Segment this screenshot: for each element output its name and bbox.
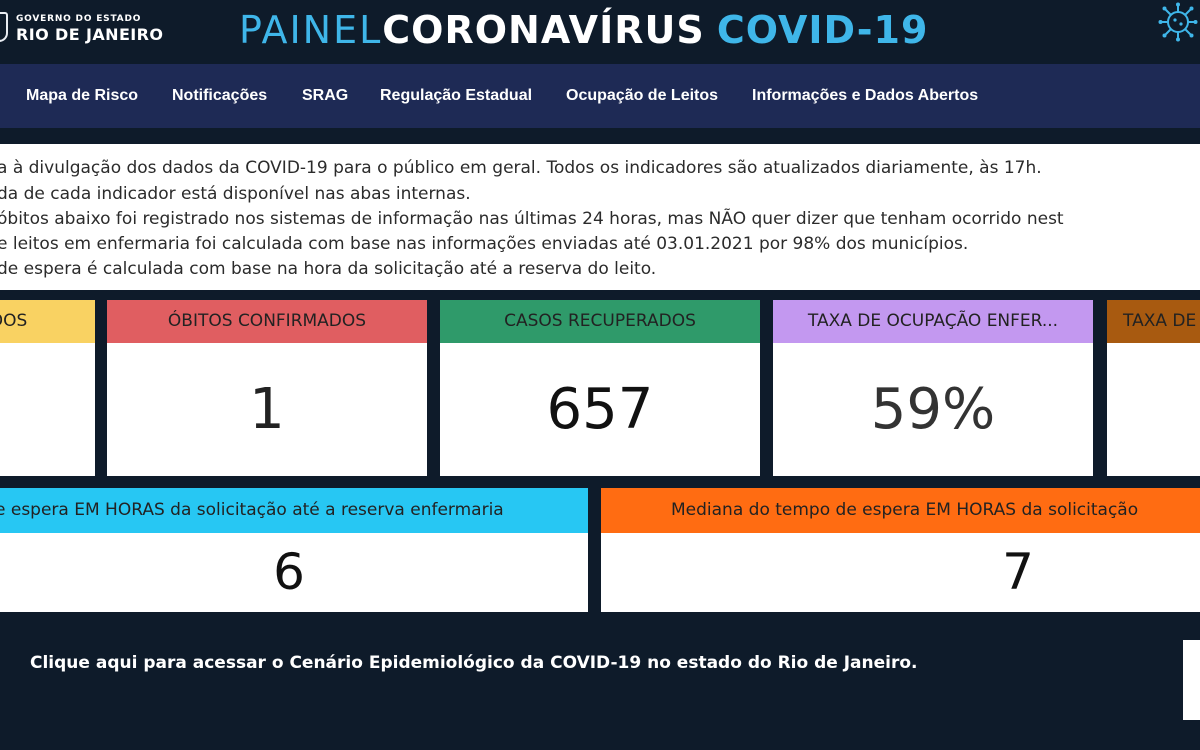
kpi-card-value <box>1107 343 1200 476</box>
info-line: óbitos abaixo foi registrado nos sistema… <box>0 209 1064 229</box>
kpi-card-value: 5 <box>0 343 73 476</box>
title-covid: COVID-19 <box>716 8 929 52</box>
info-line: a à divulgação dos dados da COVID-19 par… <box>0 158 1042 178</box>
wait-time-header: Mediana do tempo de espera EM HORAS da s… <box>601 488 1200 533</box>
top-header: GOVERNO DO ESTADO RIO DE JANEIRO PAINELC… <box>0 0 1200 62</box>
kpi-card-header: CASOS RECUPERADOS <box>440 300 760 343</box>
page-title: PAINELCORONAVÍRUS COVID-19 <box>239 6 928 54</box>
info-line: da de cada indicador está disponível nas… <box>0 184 471 204</box>
wait-time-card-enfermaria: e espera EM HORAS da solicitação até a r… <box>0 488 588 612</box>
kpi-card-value: 1 <box>249 377 285 442</box>
kpi-card-header: TAXA DE <box>1107 300 1200 343</box>
government-logo[interactable]: GOVERNO DO ESTADO RIO DE JANEIRO <box>0 8 170 52</box>
kpi-card-taxa-ocupacao-enfermaria: TAXA DE OCUPAÇÃO ENFER... 59% <box>773 300 1093 476</box>
title-coronavirus: CORONAVÍRUS <box>382 8 705 52</box>
kpi-card-taxa-de: TAXA DE <box>1107 300 1200 476</box>
coat-of-arms-icon <box>0 12 8 42</box>
virus-icon[interactable] <box>1158 2 1198 42</box>
info-line: e leitos em enfermaria foi calculada com… <box>0 234 969 254</box>
kpi-card-obitos-confirmados: ÓBITOS CONFIRMADOS 1 <box>107 300 427 476</box>
nav-item-ocupacao-de-leitos[interactable]: Ocupação de Leitos <box>566 87 719 104</box>
kpi-card-casos-recuperados: CASOS RECUPERADOS 657 <box>440 300 760 476</box>
main-nav: Mapa de Risco Notificações SRAG Regulaçã… <box>0 64 1200 128</box>
wait-time-value: 6 <box>273 543 305 601</box>
nav-item-notificacoes[interactable]: Notificações <box>172 87 268 104</box>
nav-item-mapa-de-risco[interactable]: Mapa de Risco <box>26 87 139 104</box>
cenario-epidemiologico-link[interactable]: Clique aqui para acessar o Cenário Epide… <box>30 653 918 673</box>
kpi-card-header: ÓBITOS CONFIRMADOS <box>107 300 427 343</box>
info-line: de espera é calculada com base na hora d… <box>0 259 657 279</box>
kpi-card-casos-confirmados: DOS 5 <box>0 300 95 476</box>
nav-item-regulacao-estadual[interactable]: Regulação Estadual <box>380 87 533 104</box>
kpi-card-header: TAXA DE OCUPAÇÃO ENFER... <box>773 300 1093 343</box>
gov-logo-line2: RIO DE JANEIRO <box>16 25 164 44</box>
side-panel-button[interactable] <box>1183 640 1200 720</box>
nav-item-informacoes-dados-abertos[interactable]: Informações e Dados Abertos <box>752 87 979 104</box>
kpi-card-header: DOS <box>0 300 95 343</box>
kpi-card-value: 59% <box>870 377 996 442</box>
wait-time-header: e espera EM HORAS da solicitação até a r… <box>0 488 588 533</box>
nav-item-srag[interactable]: SRAG <box>302 87 349 104</box>
title-painel: PAINEL <box>239 8 383 52</box>
wait-time-card-uti: Mediana do tempo de espera EM HORAS da s… <box>601 488 1200 612</box>
gov-logo-line1: GOVERNO DO ESTADO <box>16 14 142 24</box>
info-panel: a à divulgação dos dados da COVID-19 par… <box>0 144 1200 290</box>
kpi-card-value: 657 <box>546 377 654 442</box>
wait-time-value: 7 <box>1002 543 1034 601</box>
